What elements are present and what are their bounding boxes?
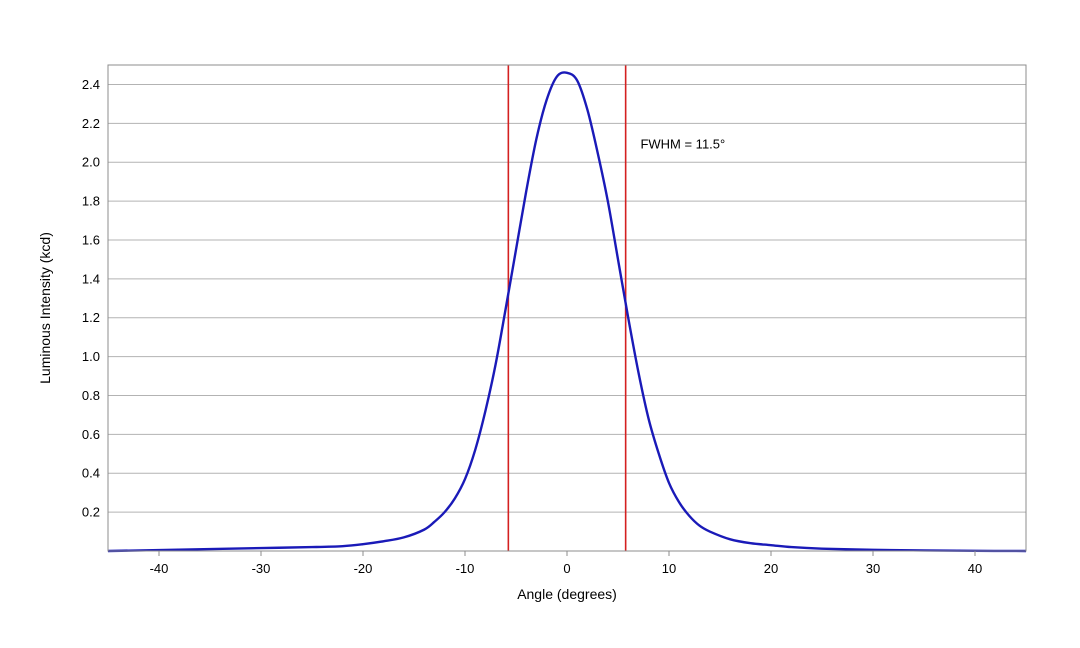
y-tick-label: 2.2 xyxy=(82,116,100,131)
x-tick-label: -20 xyxy=(354,561,373,576)
y-tick-label: 1.6 xyxy=(82,232,100,247)
y-tick-label: 0.8 xyxy=(82,388,100,403)
x-tick-label: 10 xyxy=(662,561,676,576)
x-tick-label: -30 xyxy=(252,561,271,576)
x-tick-label: -10 xyxy=(456,561,475,576)
x-tick-label: 0 xyxy=(563,561,570,576)
fwhm-annotation: FWHM = 11.5° xyxy=(640,137,725,152)
grid-lines xyxy=(108,83,1026,513)
y-tick-label: 1.8 xyxy=(82,194,100,209)
x-tick-label: -40 xyxy=(150,561,169,576)
y-tick-label: 0.6 xyxy=(82,427,100,442)
y-tick-label: 1.0 xyxy=(82,349,100,364)
x-tick-label: 30 xyxy=(866,561,880,576)
y-tick-label: 0.4 xyxy=(82,466,100,481)
x-axis-title: Angle (degrees) xyxy=(517,586,617,602)
intensity-curve xyxy=(107,71,1027,553)
y-tick-label: 1.4 xyxy=(82,271,100,286)
x-axis-ticks: -40 -30 -20 -10 0 10 20 30 40 xyxy=(150,551,982,576)
y-tick-label: 1.2 xyxy=(82,310,100,325)
x-tick-label: 40 xyxy=(968,561,982,576)
annotations: FWHM = 11.5° xyxy=(640,137,725,152)
y-tick-label: 0.2 xyxy=(82,505,100,520)
y-axis-ticks: 0.2 0.4 0.6 0.8 1.0 1.2 1.4 1.6 1.8 2.0 2.2 2.4 xyxy=(82,77,100,520)
series-group xyxy=(107,71,1027,553)
y-tick-label: 2.4 xyxy=(82,77,100,92)
y-axis-title: Luminous Intensity (kcd) xyxy=(37,232,53,384)
x-tick-label: 20 xyxy=(764,561,778,576)
y-tick-label: 2.0 xyxy=(82,155,100,170)
